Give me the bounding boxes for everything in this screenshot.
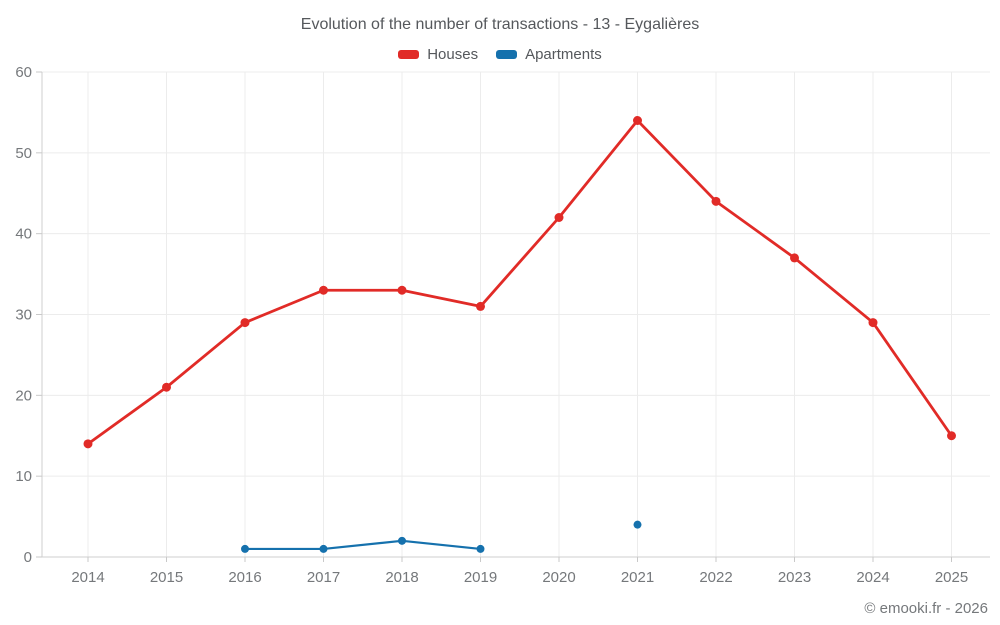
x-tick-label: 2017 bbox=[307, 569, 340, 586]
y-tick-label: 40 bbox=[15, 226, 32, 243]
apartments-swatch-icon bbox=[496, 50, 518, 59]
x-tick-label: 2015 bbox=[150, 569, 183, 586]
y-tick-label: 20 bbox=[15, 387, 32, 404]
houses-point-2018[interactable] bbox=[397, 285, 407, 295]
apartments-point-2016[interactable] bbox=[241, 544, 249, 553]
apartments-point-2019[interactable] bbox=[476, 544, 485, 553]
x-tick-label: 2019 bbox=[464, 569, 497, 586]
houses-point-2021[interactable] bbox=[633, 116, 642, 125]
legend-item-apartments[interactable]: Apartments bbox=[496, 46, 602, 63]
houses-point-2019[interactable] bbox=[476, 301, 485, 311]
legend-label-houses: Houses bbox=[427, 46, 479, 63]
x-tick-label: 2022 bbox=[699, 569, 732, 586]
houses-point-2020[interactable] bbox=[554, 213, 564, 222]
houses-point-2015[interactable] bbox=[162, 382, 171, 392]
houses-point-2022[interactable] bbox=[711, 196, 721, 206]
y-tick-label: 60 bbox=[15, 64, 32, 81]
apartments-point-2017[interactable] bbox=[319, 544, 328, 553]
y-tick-label: 30 bbox=[15, 307, 32, 324]
y-tick-label: 10 bbox=[15, 468, 32, 485]
x-tick-label: 2023 bbox=[778, 569, 811, 586]
x-tick-label: 2014 bbox=[71, 569, 104, 586]
legend-label-apartments: Apartments bbox=[525, 46, 602, 63]
copyright: © emooki.fr - 2026 bbox=[864, 600, 988, 617]
y-tick-label: 0 bbox=[24, 549, 32, 566]
x-tick-label: 2016 bbox=[228, 569, 261, 586]
houses-point-2023[interactable] bbox=[790, 253, 799, 263]
chart-title: Evolution of the number of transactions … bbox=[300, 16, 700, 33]
houses-point-2014[interactable] bbox=[83, 439, 93, 449]
legend-item-houses[interactable]: Houses bbox=[398, 46, 478, 63]
x-tick-label: 2024 bbox=[856, 569, 889, 586]
houses-line[interactable] bbox=[86, 119, 953, 446]
x-tick-label: 2018 bbox=[385, 569, 418, 586]
houses-point-2017[interactable] bbox=[319, 285, 328, 295]
x-tick-label: 2020 bbox=[542, 569, 575, 586]
houses-point-2025[interactable] bbox=[947, 431, 956, 441]
apartments-point-2018[interactable] bbox=[398, 536, 406, 545]
houses-point-2016[interactable] bbox=[240, 318, 250, 328]
houses-swatch-icon bbox=[398, 50, 420, 59]
x-tick-label: 2025 bbox=[935, 569, 968, 586]
houses-point-2024[interactable] bbox=[868, 318, 878, 328]
legend: Houses Apartments bbox=[0, 46, 1000, 63]
x-tick-label: 2021 bbox=[621, 569, 654, 586]
apartments-line[interactable] bbox=[243, 539, 482, 551]
y-tick-label: 50 bbox=[15, 145, 32, 162]
apartments-point-2021[interactable] bbox=[633, 520, 642, 529]
